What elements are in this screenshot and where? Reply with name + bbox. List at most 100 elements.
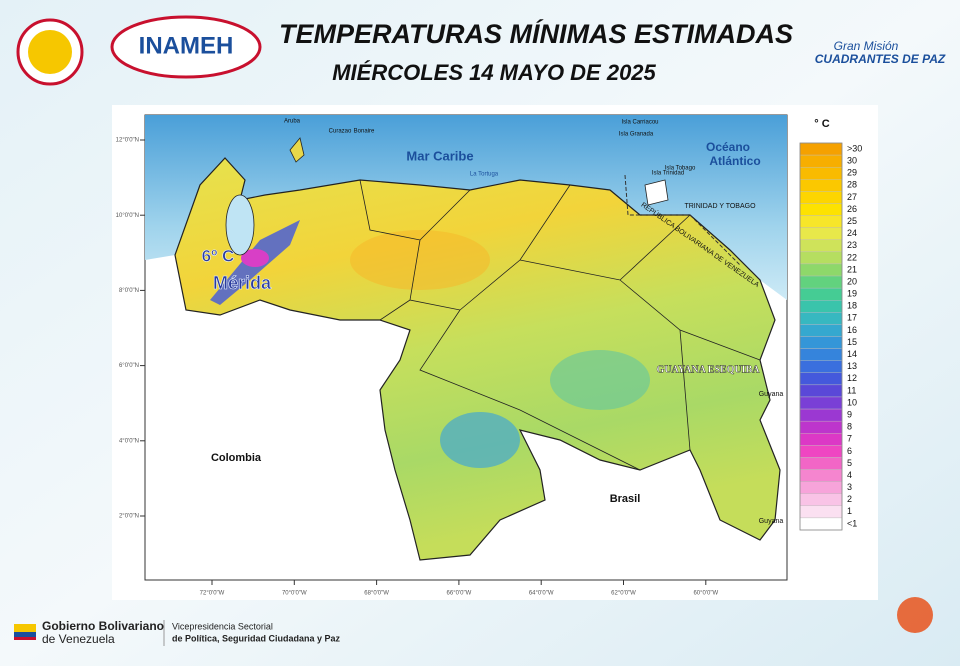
legend-swatch [799,433,843,446]
legend-label: 25 [847,216,857,226]
legend-swatch [799,336,843,349]
legend-label: >30 [847,143,862,153]
legend-swatch [799,348,843,361]
guayana-zone [550,350,650,410]
legend-label: 29 [847,168,857,178]
lon-tick-label: 64°0'0"W [529,591,554,597]
inameh-logo [110,15,262,79]
legend-swatch [799,142,843,156]
annotation-value: 6º C [202,246,235,265]
legend-swatch [799,179,843,192]
legend-label: 27 [847,192,857,202]
cuadrantes-text: CUADRANTES DE PAZ [815,52,946,66]
legend-swatch [799,324,843,337]
lon-tick-label: 66°0'0"W [447,591,472,597]
legend-swatch [799,251,843,265]
legend-label: 10 [847,397,857,407]
legend-label: 3 [847,482,852,492]
legend-label: 6 [847,446,852,456]
lake-maracaibo [225,194,255,256]
legend: >303029282726252423222120191817161514131… [799,142,862,531]
legend-swatch [799,481,843,494]
legend-label: 8 [847,422,852,432]
mision-text: Gran Misión [834,39,899,53]
country-label: TRINIDAD Y TOBAGO [684,203,756,210]
legend-label: 28 [847,180,857,190]
legend-label: 19 [847,289,857,299]
legend-swatch [799,420,843,434]
legend-label: 5 [847,458,852,468]
legend-swatch [799,469,843,482]
legend-swatch [799,457,843,470]
flag-logo-band [14,632,36,637]
legend-label: 7 [847,434,852,444]
south-cold [440,412,520,468]
footer-vice: de Política, Seguridad Ciudadana y Paz [172,633,341,643]
seal-logo-inner [28,30,72,74]
legend-swatch [799,275,843,289]
footer-vice: Vicepresidencia Sectorial [172,621,273,631]
legend-swatch [799,263,843,277]
legend-swatch [799,408,843,422]
lat-tick-label: 2°0'0"N [119,514,139,520]
legend-label: 26 [847,204,857,214]
country-label: Guyana [759,391,784,398]
warm-zone [350,230,490,290]
legend-label: 18 [847,301,857,311]
legend-swatch [799,384,843,398]
legend-label: 17 [847,313,857,323]
lon-ticks: 72°0'0"W 70°0'0"W 68°0'0"W 66°0'0"W 64°0'0"W… [200,580,718,597]
lat-tick-label: 6°0'0"N [119,363,139,369]
lat-tick-label: 12°0'0"N [116,138,139,144]
ocean-label: Atlántico [709,154,760,168]
ocean-label: Océano [706,140,750,154]
map-body [145,115,787,561]
legend-label: 13 [847,361,857,371]
legend-label: 23 [847,240,857,250]
lon-tick-label: 68°0'0"W [364,591,389,597]
state-borders [359,179,761,471]
legend-label: 16 [847,325,857,335]
island-label: Isla Carriacou [621,120,658,126]
legend-swatch [799,239,843,253]
lat-tick-label: 4°0'0"N [119,438,139,444]
lat-tick-label: 10°0'0"N [116,213,139,219]
legend-swatch [799,215,843,228]
footer-gov: de Venezuela [42,632,115,646]
legend-label: <1 [847,518,857,528]
legend-label: 21 [847,264,857,274]
legend-swatch [799,396,843,410]
sea [145,115,787,300]
legend-swatch [799,312,843,325]
legend-label: 15 [847,337,857,347]
legend-swatch [799,517,843,531]
legend-label: 11 [847,385,856,395]
island-label: Isla Trinidad [652,171,684,177]
legend-border [799,142,843,531]
island-label: Isla Tobago [665,166,696,172]
island-label: Bonaire [354,129,375,135]
region-label: GUAYANA ESEQUIBA [657,364,761,375]
legend-label: 9 [847,409,852,419]
paraguana [289,137,305,163]
legend-swatch [799,191,843,204]
legend-swatch [799,300,843,313]
inameh-text: INAMEH [139,32,234,59]
maritime-border [624,174,741,266]
lon-tick-label: 60°0'0"W [693,591,718,597]
legend-swatch [799,203,843,216]
legend-label: 12 [847,373,857,383]
legend-swatch [799,445,843,458]
lon-tick-label: 62°0'0"W [611,591,636,597]
lon-tick-label: 70°0'0"W [282,591,307,597]
legend-swatch [799,505,843,519]
trinidad-island [644,179,669,206]
legend-label: 2 [847,494,852,504]
bicentenario-logo [897,597,933,633]
legend-swatch [799,360,843,373]
merida-cold [241,249,269,267]
legend-swatch [799,372,843,386]
